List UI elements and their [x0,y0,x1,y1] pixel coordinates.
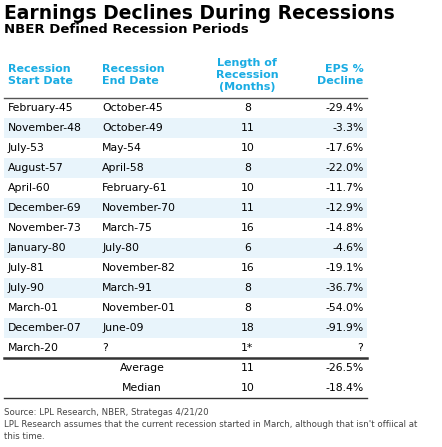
Text: 18: 18 [240,323,254,333]
FancyBboxPatch shape [4,337,367,358]
Text: 6: 6 [244,243,251,253]
Text: November-73: November-73 [8,223,82,233]
Text: -26.5%: -26.5% [325,363,363,373]
Text: Length of
Recession
(Months): Length of Recession (Months) [216,58,278,93]
Text: 8: 8 [244,103,251,113]
FancyBboxPatch shape [4,218,367,238]
Text: Average: Average [120,363,164,373]
Text: July-81: July-81 [8,263,45,273]
Text: -11.7%: -11.7% [325,183,363,193]
Text: ?: ? [102,343,108,353]
Text: -4.6%: -4.6% [332,243,363,253]
FancyBboxPatch shape [4,158,367,178]
Text: 8: 8 [244,163,251,173]
FancyBboxPatch shape [4,138,367,158]
Text: June-09: June-09 [102,323,144,333]
Text: -54.0%: -54.0% [325,303,363,313]
Text: 10: 10 [240,143,254,153]
Text: April-60: April-60 [8,183,50,193]
Text: November-01: November-01 [102,303,176,313]
FancyBboxPatch shape [4,278,367,298]
FancyBboxPatch shape [4,258,367,278]
Text: December-69: December-69 [8,203,81,213]
Text: -18.4%: -18.4% [325,383,363,392]
Text: 11: 11 [240,203,254,213]
FancyBboxPatch shape [4,298,367,318]
Text: January-80: January-80 [8,243,66,253]
Text: Recession
End Date: Recession End Date [102,64,165,86]
Text: 10: 10 [240,183,254,193]
Text: -29.4%: -29.4% [325,103,363,113]
Text: August-57: August-57 [8,163,64,173]
FancyBboxPatch shape [4,238,367,258]
Text: February-61: February-61 [102,183,168,193]
Text: November-48: November-48 [8,123,82,133]
Text: 11: 11 [240,123,254,133]
Text: July-90: July-90 [8,283,45,293]
Text: -91.9%: -91.9% [325,323,363,333]
Text: March-91: March-91 [102,283,153,293]
Text: NBER Defined Recession Periods: NBER Defined Recession Periods [4,23,249,36]
Text: 1*: 1* [241,343,253,353]
Text: 16: 16 [240,223,254,233]
Text: 11: 11 [240,363,254,373]
Text: February-45: February-45 [8,103,73,113]
Text: Median: Median [122,383,162,392]
Text: EPS %
Decline: EPS % Decline [317,64,363,86]
Text: -3.3%: -3.3% [332,123,363,133]
Text: 8: 8 [244,303,251,313]
Text: October-45: October-45 [102,103,163,113]
FancyBboxPatch shape [4,98,367,118]
Text: Earnings Declines During Recessions: Earnings Declines During Recessions [4,4,395,23]
Text: -17.6%: -17.6% [325,143,363,153]
Text: -12.9%: -12.9% [325,203,363,213]
FancyBboxPatch shape [4,118,367,138]
FancyBboxPatch shape [4,178,367,198]
Text: -19.1%: -19.1% [325,263,363,273]
Text: -36.7%: -36.7% [325,283,363,293]
Text: November-70: November-70 [102,203,176,213]
Text: April-58: April-58 [102,163,145,173]
Text: May-54: May-54 [102,143,142,153]
Text: October-49: October-49 [102,123,163,133]
Text: 8: 8 [244,283,251,293]
Text: 10: 10 [240,383,254,392]
Text: December-07: December-07 [8,323,81,333]
Text: Source: LPL Research, NBER, Strategas 4/21/20
LPL Research assumes that the curr: Source: LPL Research, NBER, Strategas 4/… [4,408,418,441]
Text: July-53: July-53 [8,143,45,153]
Text: Recession
Start Date: Recession Start Date [8,64,72,86]
Text: March-01: March-01 [8,303,59,313]
Text: -14.8%: -14.8% [325,223,363,233]
Text: 16: 16 [240,263,254,273]
Text: ?: ? [358,343,363,353]
Text: March-75: March-75 [102,223,153,233]
Text: July-80: July-80 [102,243,139,253]
FancyBboxPatch shape [4,198,367,218]
Text: -22.0%: -22.0% [325,163,363,173]
FancyBboxPatch shape [4,318,367,337]
Text: November-82: November-82 [102,263,176,273]
Text: March-20: March-20 [8,343,59,353]
